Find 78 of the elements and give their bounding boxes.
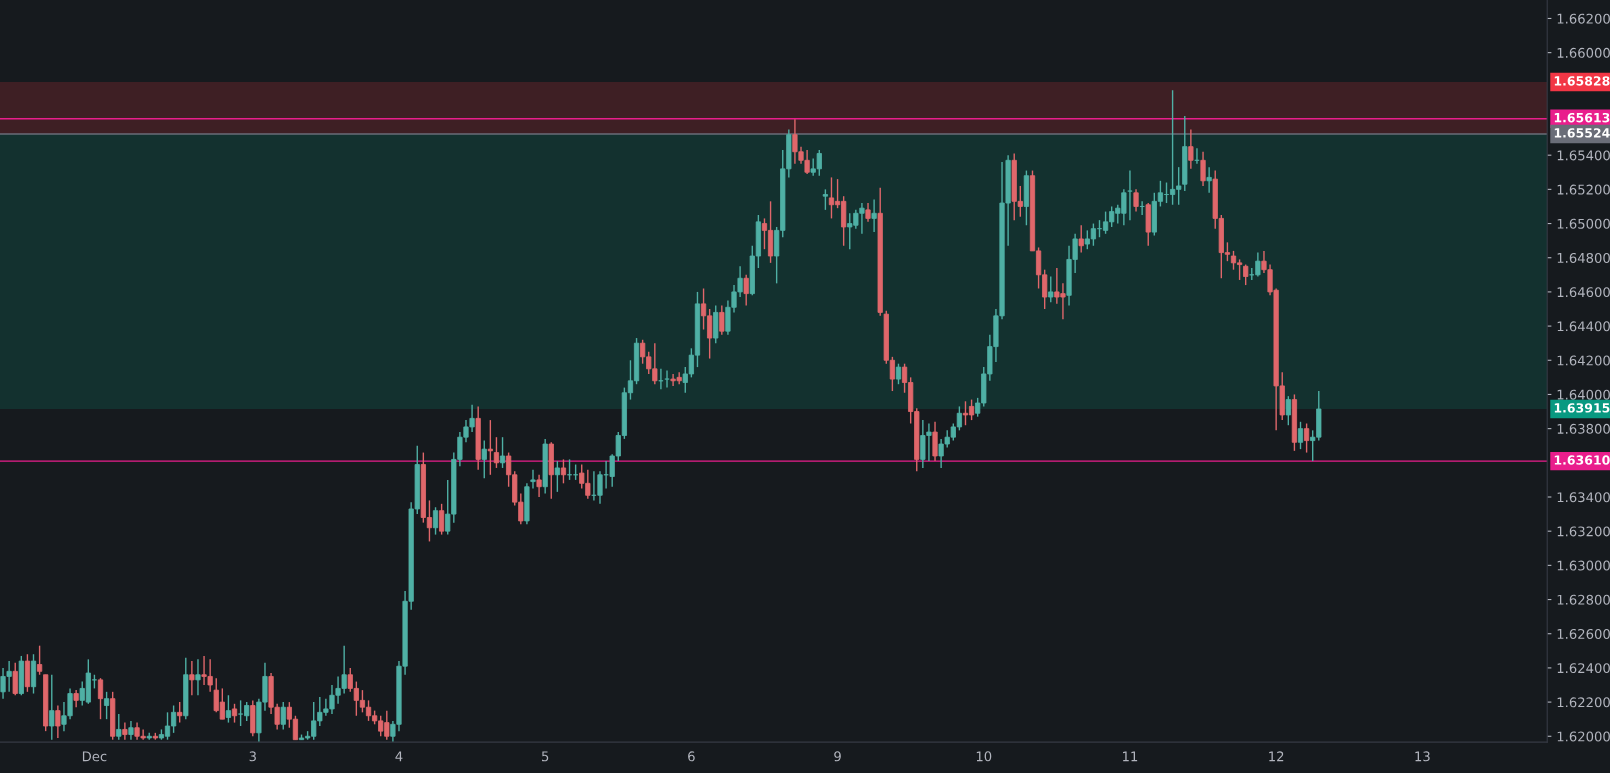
y-tick-label: 1.66200 [1557,13,1610,24]
y-tick-label: 1.65000 [1557,218,1610,229]
x-tick-label: 3 [249,751,256,762]
band-label: 1.63915 [1554,403,1610,413]
candlestick [560,458,567,485]
candlestick [49,674,55,741]
y-tick-label: 1.62200 [1557,697,1610,708]
y-tick-label: 1.64800 [1557,252,1610,263]
candlestick [122,721,128,741]
candlestick [189,660,195,696]
y-tick-label: 1.62800 [1557,594,1610,605]
candlestick [871,198,877,233]
candlestick [664,369,670,389]
y-tick-label: 1.65400 [1557,150,1610,161]
candlestick [97,677,104,720]
y-tick-label: 1.64600 [1557,287,1610,298]
x-tick-label: 12 [1269,751,1284,762]
y-tick-label: 1.66000 [1557,47,1610,58]
x-tick-label: 11 [1123,751,1138,762]
candlestick [719,304,725,336]
y-tick-label: 1.63200 [1557,526,1610,537]
candlestick [481,439,487,479]
candlestick [225,694,232,724]
candlestick [128,720,134,741]
ref-line-label: 1.65613 [1554,112,1610,123]
candlestick [1133,188,1139,213]
candlestick [895,362,902,385]
y-tick-label: 1.64200 [1557,355,1610,366]
candlestick [432,506,439,536]
y-tick-label: 1.62000 [1557,731,1610,742]
candlestick [1048,275,1054,303]
y-tick-label: 1.62600 [1557,628,1610,639]
candlestick [1188,128,1194,170]
x-tick-label: 13 [1415,751,1430,762]
band-label: 1.65828 [1554,76,1610,86]
y-tick-label: 1.64000 [1557,389,1610,400]
candlestick [116,713,122,741]
ref-line-label: 1.63610 [1554,455,1610,465]
candlestick [55,704,61,739]
x-tick-label: Dec [82,751,107,762]
y-tick-label: 1.65200 [1557,184,1610,195]
candlestick [493,436,500,469]
x-tick-label: 6 [688,751,695,762]
candlestick [36,644,43,676]
y-tick-label: 1.62400 [1557,663,1610,674]
candlestick [280,701,286,731]
candlestick [1297,421,1304,450]
y-tick-label: 1.63800 [1557,423,1610,434]
candlestick [1200,151,1206,187]
candlestick [1127,169,1133,221]
candlestick [554,460,560,493]
candlestick [1285,395,1291,426]
x-tick-label: 5 [542,751,549,762]
candlestick [177,701,183,724]
y-tick-label: 1.64400 [1557,321,1610,332]
candlestick [1078,224,1084,254]
candlestick [103,691,110,720]
candlestick [536,474,542,498]
candlestick [932,421,938,462]
candlestick [822,188,828,211]
candlestick [1206,166,1212,194]
candlestick [1303,422,1310,454]
x-tick-label: 4 [395,751,403,762]
candlestick [12,662,18,696]
candlestick [1243,263,1249,286]
candlestick [487,419,493,476]
candlestick [865,202,871,223]
candlestick [195,658,201,696]
candlestick [499,436,506,469]
x-tick-label: 10 [976,751,992,762]
candlestick [231,703,238,724]
y-tick-label: 1.63400 [1557,492,1610,503]
candlestick [530,468,536,490]
y-tick-label: 1.63000 [1557,560,1610,571]
candlestick [743,274,749,307]
candlestick [439,503,445,536]
x-tick-label: 9 [834,751,841,762]
ref-line-label: 1.65524 [1554,128,1610,138]
